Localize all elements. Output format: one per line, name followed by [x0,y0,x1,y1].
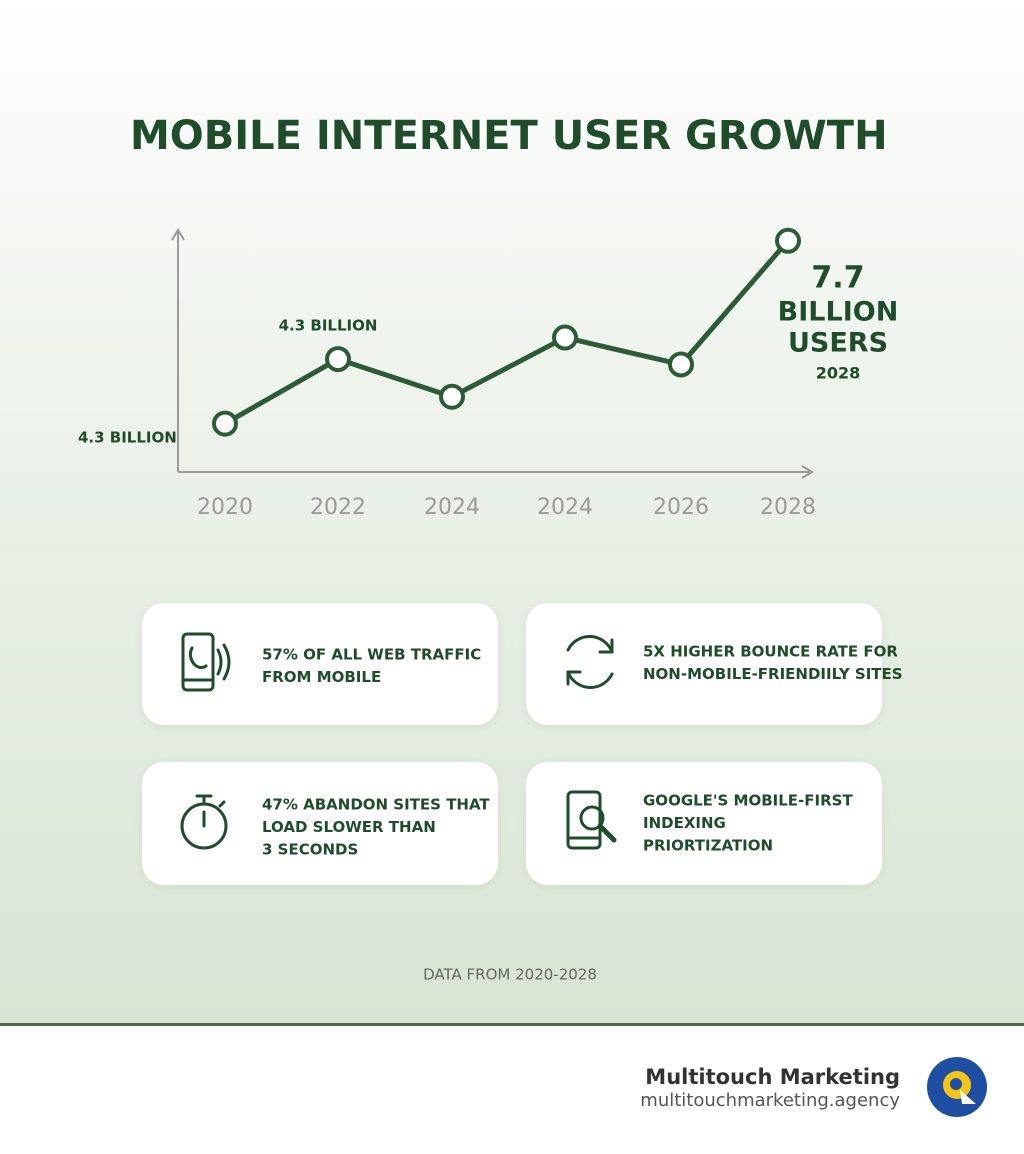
card [142,762,498,885]
x-tick-label: 2026 [653,495,709,520]
brand-url: multitouchmarketing.agency [640,1090,900,1111]
callout-value: 7.7 [811,261,864,296]
callout-year: 2028 [816,364,861,383]
line [223,239,790,426]
x-tick-label: 2028 [760,495,816,520]
x-tick-label: 2024 [537,495,593,520]
annotation: 4.3 BILLION [279,317,378,335]
card-text: FROM MOBILE [262,668,381,686]
y-axis-arrow [171,228,185,241]
divider [0,1023,1024,1026]
chart-title: MOBILE INTERNET USER GROWTH [130,113,888,159]
card-text: LOAD SLOWER THAN [262,818,436,836]
value-label: 4.3 BILLION [78,429,177,447]
callout-unit: BILLION [778,297,899,328]
point [668,351,694,378]
icon-stopwatch [180,794,228,850]
point [439,383,465,410]
point [775,227,801,254]
card-text: 5X HIGHER BOUNCE RATE FOR [643,643,898,661]
x-axis-arrow [801,465,814,479]
card-text: NON-MOBILE-FRIENDIILY SITES [643,665,903,683]
point [325,346,351,373]
icon-refresh [566,635,614,689]
footnote: DATA FROM 2020-2028 [423,966,597,984]
callout-unit: USERS [788,328,888,359]
point [212,410,238,437]
icon-phone-search [566,790,617,850]
x-tick-label: 2020 [197,495,253,520]
card-text: INDEXING [643,814,726,832]
icon-phone-call [181,632,231,692]
card [142,603,498,725]
card-text: 3 SECONDS [262,841,358,859]
card-text: PRIORTIZATION [643,837,773,855]
x-tick-label: 2022 [310,495,366,520]
cards [142,603,882,885]
brand-logo [927,1057,987,1117]
card-text: 47% ABANDON SITES THAT [262,796,490,814]
footer [0,1026,1024,1154]
card [526,603,882,725]
card [526,762,882,885]
brand-name: Multitouch Marketing [645,1065,900,1089]
x-tick-label: 2024 [424,495,480,520]
card-text: 57% OF ALL WEB TRAFFIC [262,646,481,664]
card-text: GOOGLE'S MOBILE-FIRST [643,792,853,810]
point [552,324,578,351]
